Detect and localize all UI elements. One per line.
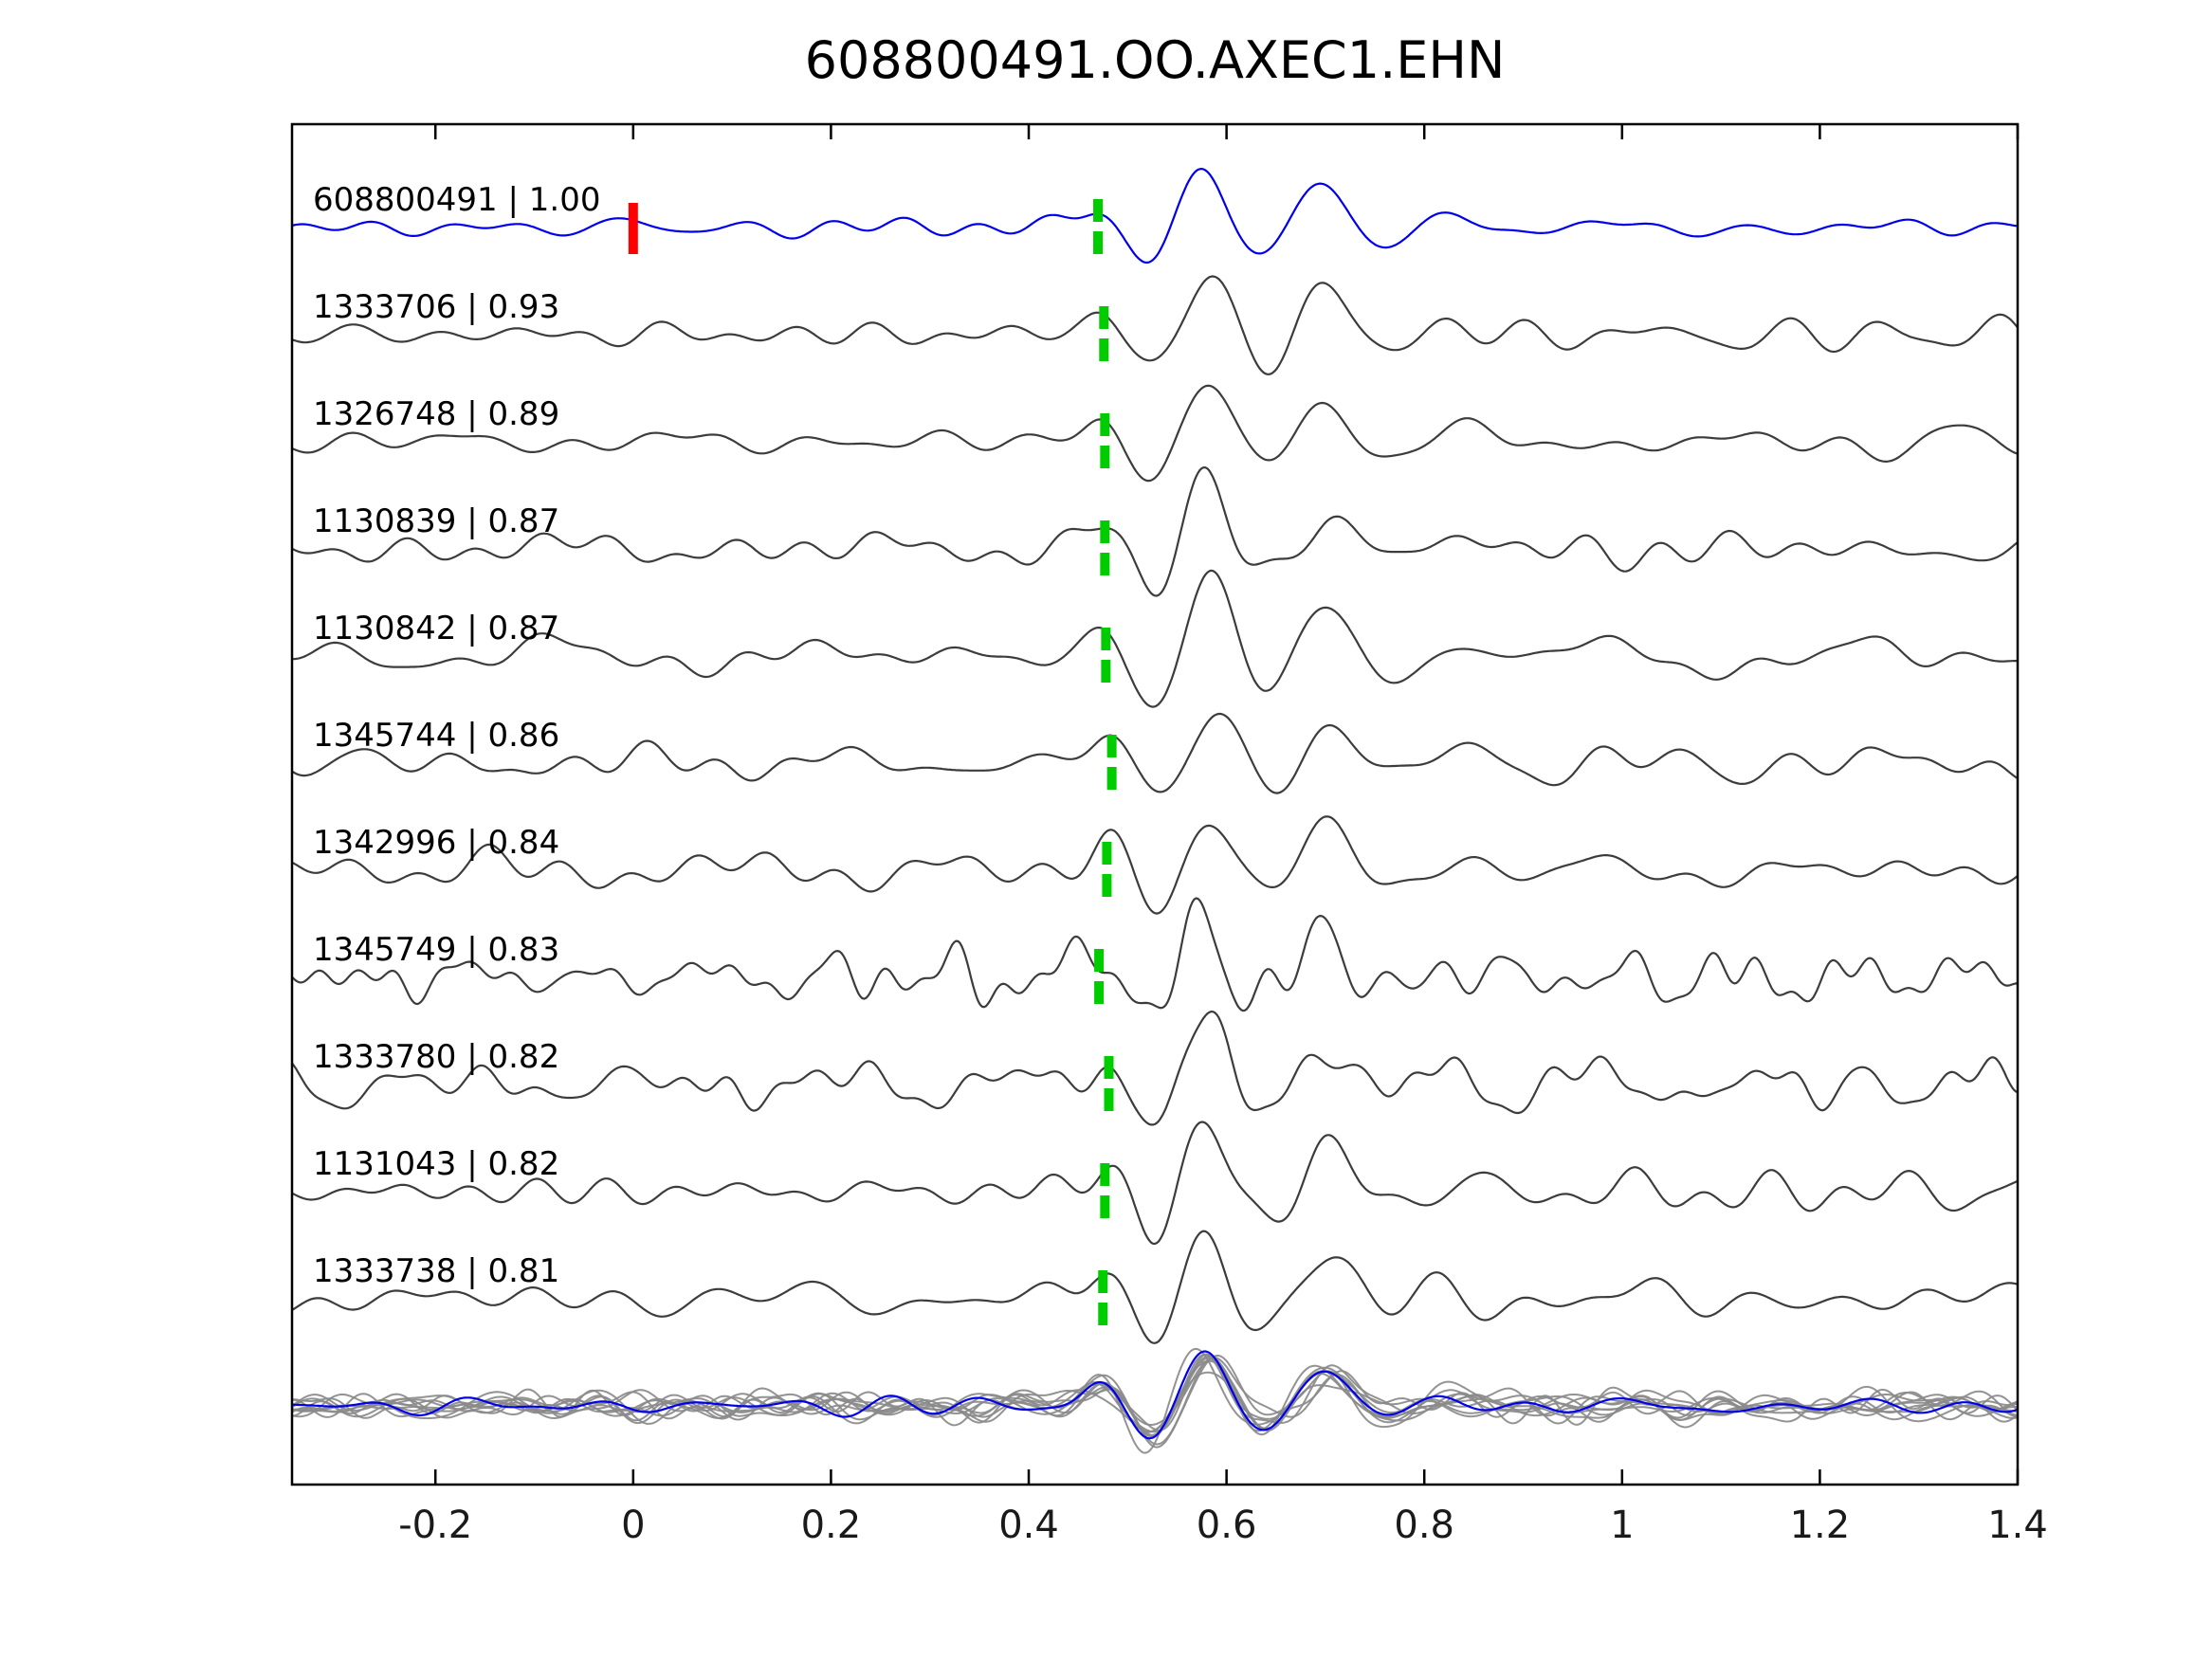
waveform-trace xyxy=(292,1121,2018,1246)
waveform-trace xyxy=(292,1010,2018,1126)
waveform-trace xyxy=(292,712,2018,794)
x-tick-label: 0.2 xyxy=(801,1504,862,1547)
overlay-reference-waveform xyxy=(292,1350,2018,1440)
overlay-trace xyxy=(292,1353,2018,1433)
trace-label: 1333738 | 0.81 xyxy=(313,1252,559,1290)
x-tick-label: 0.6 xyxy=(1197,1504,1257,1547)
waveform-trace xyxy=(292,815,2018,915)
x-tick-label: 1 xyxy=(1610,1504,1634,1547)
plot-content: 608800491 | 1.00 1333706 | 0.93 1326748 | … xyxy=(292,124,2048,1547)
trace-label: 1326748 | 0.89 xyxy=(313,395,559,433)
waveform-trace xyxy=(292,275,2018,375)
waveform-trace xyxy=(292,569,2018,708)
waveform-trace xyxy=(292,1230,2018,1344)
trace-label: 1345749 | 0.83 xyxy=(313,931,559,969)
x-tick-label: -0.2 xyxy=(398,1504,472,1547)
plot-border xyxy=(290,122,2020,1486)
trace-label: 1342996 | 0.84 xyxy=(313,824,559,862)
trace-label: 1333706 | 0.93 xyxy=(313,288,559,326)
trace-label: 1131043 | 0.82 xyxy=(313,1145,559,1183)
figure-title: 608800491.OO.AXEC1.EHN xyxy=(805,30,1506,90)
x-tick-label: 1.2 xyxy=(1790,1504,1851,1547)
overlay-trace xyxy=(292,1366,2018,1438)
trace-label: 1130839 | 0.87 xyxy=(313,502,559,540)
overlay-trace xyxy=(292,1358,2018,1432)
x-tick-label: 0.8 xyxy=(1394,1504,1454,1547)
waveform-trace xyxy=(292,384,2018,483)
trace-label: 1130842 | 0.87 xyxy=(313,610,559,647)
trace-label: 1345744 | 0.86 xyxy=(313,717,559,755)
waveform-trace xyxy=(292,897,2018,1012)
reference-waveform xyxy=(292,167,2018,264)
waveform-trace xyxy=(292,465,2018,597)
trace-label: 608800491 | 1.00 xyxy=(313,181,600,219)
x-tick-label: 0.4 xyxy=(998,1504,1059,1547)
x-tick-label: 0 xyxy=(621,1504,645,1547)
trace-label: 1333780 | 0.82 xyxy=(313,1038,559,1076)
x-tick-label: 1.4 xyxy=(1987,1504,2048,1547)
